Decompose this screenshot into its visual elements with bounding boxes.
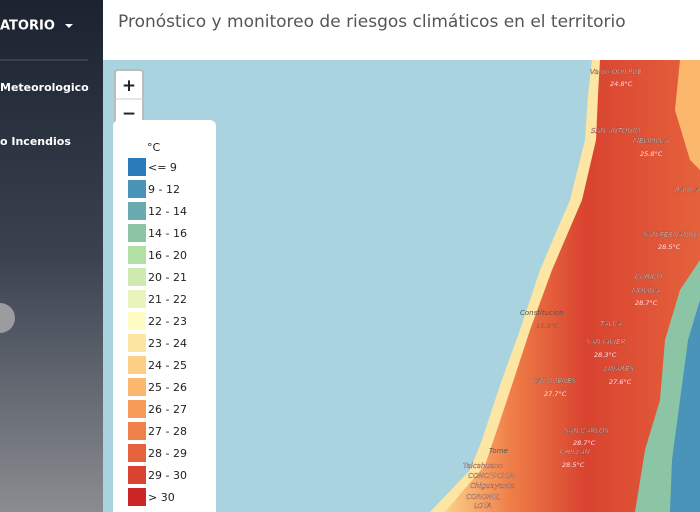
legend-swatch [128,158,146,176]
legend-label: 12 - 14 [148,205,187,218]
legend-label: 14 - 16 [148,227,187,240]
legend-swatch [128,224,146,242]
nav-item[interactable]: o Incendios [0,135,71,148]
nav-item[interactable]: Meteorologico [0,81,89,94]
place-label: LINARES [604,365,634,373]
legend-label: <= 9 [148,161,177,174]
legend-swatch [128,422,146,440]
temp-label: 27.7°C [544,390,567,398]
place-label: MOLINA [632,287,660,295]
page-title: Pronóstico y monitoreo de riesgos climát… [118,12,626,32]
place-label: LOTA [474,502,492,510]
place-label: Chiguayante [470,482,514,490]
temp-label: 27.6°C [609,378,632,386]
legend-label: 25 - 26 [148,381,187,394]
place-label: RANCA [675,186,700,194]
temp-label: 28.5°C [562,461,585,469]
land-north [675,60,700,170]
place-label: CORONEL [466,493,500,501]
legend-swatch [128,290,146,308]
temp-label: 28.7°C [635,299,658,307]
header [103,0,700,60]
legend-swatch [128,268,146,286]
legend-label: 9 - 12 [148,183,180,196]
legend-label: 24 - 25 [148,359,187,372]
legend-label: 23 - 24 [148,337,187,350]
place-label: SAN CARLOS [564,427,609,435]
legend-label: 22 - 23 [148,315,187,328]
temp-label: 24.8°C [610,80,633,88]
legend-swatch [128,444,146,462]
legend-label: 16 - 20 [148,249,187,262]
zoom-out[interactable]: − [122,104,136,124]
temp-label: 28.5°C [658,243,681,251]
legend-label: 20 - 21 [148,271,187,284]
place-label: CAUQUENES [532,377,577,385]
place-label: CURICO [635,273,663,281]
place-label: SAN FERNANDO [643,231,700,239]
place-label: SAN JAVIER [586,338,625,346]
legend-label: 26 - 27 [148,403,187,416]
temp-label: 25.8°C [640,150,663,158]
place-label: Tome [489,447,508,455]
legend-label: 21 - 22 [148,293,187,306]
legend-swatch [128,356,146,374]
place-label: CHILLAN [560,448,591,456]
legend-swatch [128,202,146,220]
temp-label: 15.3°C [536,322,559,330]
toggle[interactable] [0,303,15,333]
legend-swatch [128,378,146,396]
legend-swatch [128,466,146,484]
legend-label: 29 - 30 [148,469,187,482]
legend-label: 27 - 28 [148,425,187,438]
place-label: SAN ANTONIO [591,127,641,135]
mountains-high [670,300,700,512]
legend-label: > 30 [148,491,175,504]
legend-swatch [128,400,146,418]
zoom-in[interactable]: + [122,76,136,96]
temp-label: 28.7°C [573,439,596,447]
legend-swatch [128,334,146,352]
place-label: MELIPILLA [633,137,669,145]
place-label: Valpo QUILPUE [590,68,642,76]
caret [65,24,73,28]
place-label: CONCEPCION [468,472,516,480]
legend-swatch [128,488,146,506]
place-label: TALCA [600,320,622,328]
sidebar [0,0,103,512]
legend-unit: °C [147,141,161,154]
legend-swatch [128,180,146,198]
place-label: Talcahuano [463,462,503,470]
place-label: Constitucion [520,309,564,317]
land-heat [445,60,700,512]
legend-swatch [128,312,146,330]
legend-label: 28 - 29 [148,447,187,460]
temp-label: 28.3°C [594,351,617,359]
brand[interactable]: ATORIO [0,19,55,34]
legend-swatch [128,246,146,264]
